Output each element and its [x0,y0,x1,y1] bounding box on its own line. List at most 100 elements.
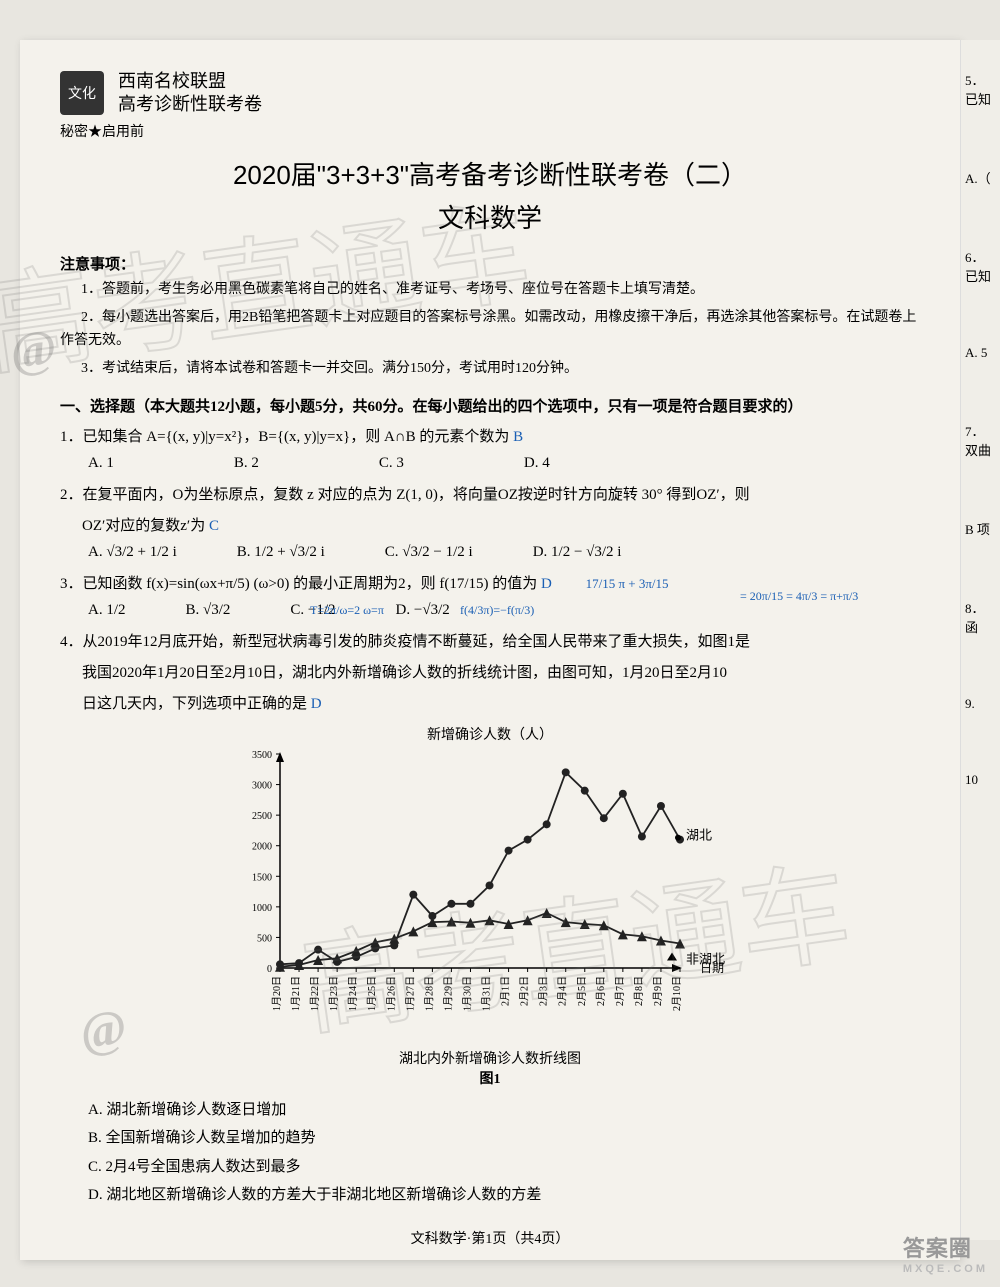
svg-text:2月8日: 2月8日 [633,976,645,1006]
corner-brand: 答案圈 MXQE.COM [903,1231,988,1275]
q4-opt-b: B. 全国新增确诊人数呈增加的趋势 [88,1124,920,1153]
page-footer: 文科数学·第1页（共4页） [60,1228,920,1248]
svg-text:2月1日: 2月1日 [500,976,512,1006]
svg-text:湖北: 湖北 [686,828,712,843]
q3-work-2: f(4/3π)=−f(π/3) [460,603,534,618]
svg-text:1月31日: 1月31日 [481,976,493,1011]
q2-opt-c: C. √3/2 − 1/2 i [385,544,473,561]
svg-text:1月30日: 1月30日 [461,976,473,1011]
q3-work-3: 17/15 π + 3π/15 [586,576,669,591]
q2-opt-d: D. 1/2 − √3/2 i [533,544,622,561]
at-symbol-2: @ [76,997,130,1061]
svg-text:3000: 3000 [252,781,272,792]
notice-1: 1．答题前，考生务必用黑色碳素笔将自己的姓名、准考证号、考场号、座位号在答题卡上… [60,278,920,302]
q2b-text: OZ′对应的复数z′为 [82,518,205,534]
frag-5: 5．已知 [965,70,996,108]
svg-text:1月24日: 1月24日 [347,976,359,1011]
frag-6a: A. 5 [965,345,996,361]
svg-text:1月21日: 1月21日 [290,976,302,1011]
chart-svg: 05001000150020002500300035001月20日1月21日1月… [230,746,750,1046]
q2-opt-b: B. 1/2 + √3/2 i [237,544,325,561]
q1-opt-c: C. 3 [379,455,404,472]
svg-text:2月3日: 2月3日 [538,976,550,1006]
svg-text:2月10日: 2月10日 [671,976,683,1011]
svg-text:2月4日: 2月4日 [557,976,569,1006]
svg-text:1月23日: 1月23日 [328,976,340,1011]
svg-text:1月29日: 1月29日 [442,976,454,1011]
question-4a: 4．从2019年12月底开始，新型冠状病毒引发的肺炎疫情不断蔓延，给全国人民带来… [60,629,920,656]
frag-6: 6．已知 [965,247,996,285]
q4-opt-a: A. 湖北新增确诊人数逐日增加 [88,1096,920,1125]
svg-text:2000: 2000 [252,842,272,853]
notice-header: 注意事项： [60,253,920,274]
q4-answer-options: A. 湖北新增确诊人数逐日增加 B. 全国新增确诊人数呈增加的趋势 C. 2月4… [60,1096,920,1210]
q3-opt-d: D. −√3/2 [396,602,450,619]
svg-text:2月7日: 2月7日 [614,976,626,1006]
frag-8: 8．函 [965,598,996,636]
q1-opt-d: D. 4 [524,455,550,472]
svg-text:2月9日: 2月9日 [652,976,664,1006]
q3-work-1: T=2π/ω=2 ω=π [310,603,384,618]
corner-brand-url: MXQE.COM [903,1263,988,1275]
notice-2: 2．每小题选出答案后，用2B铅笔把答题卡上对应题目的答案标号涂黑。如需改动，用橡… [60,306,920,354]
chart-caption: 湖北内外新增确诊人数折线图 [230,1048,750,1068]
q4-opt-c: C. 2月4号全国患病人数达到最多 [88,1153,920,1182]
chart-container: 新增确诊人数（人） 05001000150020002500300035001月… [230,724,750,1088]
subject-title: 文科数学 [60,198,920,235]
question-2: 2．在复平面内，O为坐标原点，复数 z 对应的点为 Z(1, 0)，将向量OZ按… [60,482,920,509]
secret-line: 秘密★启用前 [60,121,920,141]
q3-opt-b: B. √3/2 [186,602,231,619]
svg-text:3500: 3500 [252,750,272,761]
alliance-line1: 西南名校联盟 [118,70,262,93]
frag-7: 7．双曲 [965,421,996,459]
alliance-line2: 高考诊断性联考卷 [118,93,262,116]
svg-text:1月25日: 1月25日 [366,976,378,1011]
q3-handwritten-answer: D [541,576,552,592]
main-title: 2020届"3+3+3"高考备考诊断性联考卷（二） [60,155,920,192]
svg-text:1月27日: 1月27日 [404,976,416,1011]
svg-text:1月26日: 1月26日 [385,976,397,1011]
frag-5a: A.（ [965,168,996,187]
next-page-strip: 5．已知 A.（ 6．已知 A. 5 7．双曲 B 项 8．函 9. 10 [960,40,1000,1240]
q2-opt-a: A. √3/2 + 1/2 i [88,544,177,561]
svg-text:2月2日: 2月2日 [519,976,531,1006]
q1-options: A. 1 B. 2 C. 3 D. 4 [60,455,920,472]
q4c-text: 日这几天内，下列选项中正确的是 [82,696,307,712]
at-symbol-1: @ [6,317,60,381]
q3-work-4: = 20π/15 = 4π/3 = π+π/3 [740,589,858,604]
q2-handwritten-answer: C [209,518,219,534]
publisher-logo: 文化 [60,71,104,115]
corner-brand-cn: 答案圈 [903,1236,972,1261]
frag-9: 9. [965,696,996,712]
question-1: 1．已知集合 A={(x, y)|y=x²}，B={(x, y)|y=x}，则 … [60,424,920,451]
section-1-head: 一、选择题（本大题共12小题，每小题5分，共60分。在每小题给出的四个选项中，只… [60,395,920,416]
svg-text:1500: 1500 [252,872,272,883]
svg-text:1月20日: 1月20日 [271,976,283,1011]
alliance-name: 西南名校联盟 高考诊断性联考卷 [118,70,262,117]
svg-text:1000: 1000 [252,903,272,914]
svg-text:2500: 2500 [252,811,272,822]
q2-options: A. √3/2 + 1/2 i B. 1/2 + √3/2 i C. √3/2 … [60,544,920,561]
q3-opt-a: A. 1/2 [88,602,126,619]
svg-text:1月28日: 1月28日 [423,976,435,1011]
figure-label: 图1 [230,1068,750,1088]
q1-handwritten-answer: B [513,429,523,445]
header: 文化 西南名校联盟 高考诊断性联考卷 [60,70,920,117]
q4-handwritten-answer: D [311,696,322,712]
q1-opt-b: B. 2 [234,455,259,472]
svg-text:1月22日: 1月22日 [309,976,321,1011]
q1-opt-a: A. 1 [88,455,114,472]
chart-y-title: 新增确诊人数（人） [230,724,750,744]
notice-3: 3．考试结束后，请将本试卷和答题卡一并交回。满分150分，考试用时120分钟。 [60,357,920,381]
q3-text: 3．已知函数 f(x)=sin(ωx+π/5) (ω>0) 的最小正周期为2，则… [60,576,537,592]
svg-text:2月6日: 2月6日 [595,976,607,1006]
q4-opt-d: D. 湖北地区新增确诊人数的方差大于非湖北地区新增确诊人数的方差 [88,1181,920,1210]
frag-10: 10 [965,772,996,788]
question-4b: 我国2020年1月20日至2月10日，湖北内外新增确诊人数的折线统计图，由图可知… [60,660,920,687]
q1-text: 1．已知集合 A={(x, y)|y=x²}，B={(x, y)|y=x}，则 … [60,429,509,445]
svg-text:非湖北: 非湖北 [686,952,725,967]
svg-text:2月5日: 2月5日 [576,976,588,1006]
exam-page: 文化 西南名校联盟 高考诊断性联考卷 秘密★启用前 2020届"3+3+3"高考… [20,40,960,1260]
line-chart: 05001000150020002500300035001月20日1月21日1月… [230,746,750,1046]
question-4c: 日这几天内，下列选项中正确的是 D [60,691,920,718]
